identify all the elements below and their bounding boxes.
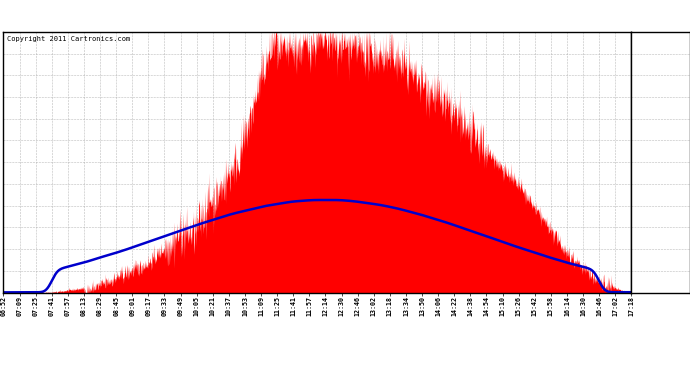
Text: Copyright 2011 Cartronics.com: Copyright 2011 Cartronics.com	[7, 36, 130, 42]
Text: West Array Power (watts red) & Effective Solar Radiation (W/m2 blue) Mon Feb 28 : West Array Power (watts red) & Effective…	[95, 11, 595, 21]
